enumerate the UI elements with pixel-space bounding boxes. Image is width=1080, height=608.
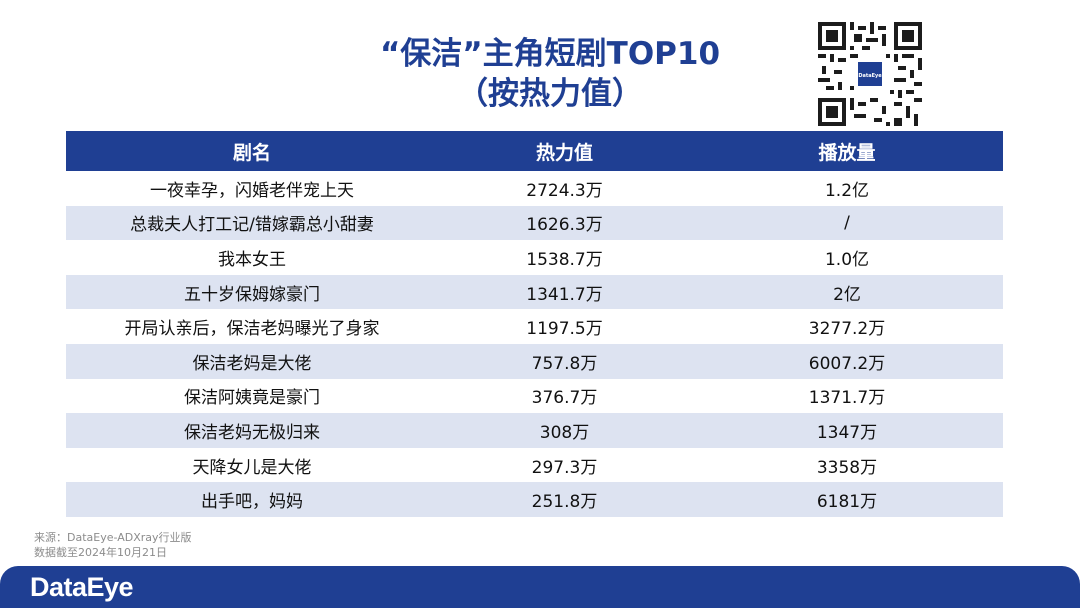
title-line-2: （按热力值） [457,76,643,112]
header-drama-name: 剧名 [66,131,438,171]
cell-heat-value: 757.8万 [438,343,691,379]
source-line: 来源：DataEye-ADXray行业版 [34,531,192,544]
cell-heat-value: 2724.3万 [438,171,691,206]
cell-play-count: 3277.2万 [691,309,1003,344]
source-note: 来源：DataEye-ADXray行业版 数据截至2024年10月21日 [34,530,192,560]
cell-heat-value: 251.8万 [438,482,691,517]
cell-play-count: 1371.7万 [691,378,1003,414]
cell-drama-name: 保洁老妈是大佬 [66,343,438,379]
cell-heat-value: 1341.7万 [438,274,691,310]
cell-drama-name: 保洁老妈无极归来 [66,413,438,448]
cell-play-count: / [691,205,1003,241]
cell-play-count: 1.0亿 [691,240,1003,275]
cell-play-count: 6181万 [691,482,1003,517]
dataeye-logo: DataEye [30,572,134,602]
header-play-count: 播放量 [691,131,1003,171]
cell-play-count: 2亿 [691,274,1003,310]
table-row: 天降女儿是大佬 297.3万 3358万 [66,447,1003,483]
table-row: 总裁夫人打工记/错嫁霸总小甜妻 1626.3万 / [66,205,1003,241]
cell-drama-name: 天降女儿是大佬 [66,447,438,483]
table-row: 开局认亲后，保洁老妈曝光了身家 1197.5万 3277.2万 [66,309,1003,344]
cell-drama-name: 开局认亲后，保洁老妈曝光了身家 [66,309,438,344]
table-row: 一夜幸孕，闪婚老伴宠上天 2724.3万 1.2亿 [66,171,1003,206]
cell-heat-value: 376.7万 [438,378,691,414]
header-heat-value: 热力值 [438,131,691,171]
cell-drama-name: 出手吧，妈妈 [66,482,438,517]
table-row: 保洁阿姨竟是豪门 376.7万 1371.7万 [66,378,1003,414]
qr-code-image: DataEye [818,22,922,126]
page-title: “保洁”主角短剧TOP10 （按热力值） [300,34,800,114]
title-line-1: “保洁”主角短剧TOP10 [379,36,721,72]
cell-heat-value: 308万 [438,413,691,448]
qr-badge-logo: DataEye [856,60,884,88]
cell-play-count: 1.2亿 [691,171,1003,206]
cell-heat-value: 1197.5万 [438,309,691,344]
cell-drama-name: 总裁夫人打工记/错嫁霸总小甜妻 [66,205,438,241]
table-row: 保洁老妈无极归来 308万 1347万 [66,413,1003,448]
cell-play-count: 3358万 [691,447,1003,483]
table-header-row: 剧名 热力值 播放量 [66,131,1003,171]
cell-drama-name: 一夜幸孕，闪婚老伴宠上天 [66,171,438,206]
table-row: 保洁老妈是大佬 757.8万 6007.2万 [66,343,1003,379]
ranking-table: 剧名 热力值 播放量 一夜幸孕，闪婚老伴宠上天 2724.3万 1.2亿 总裁夫… [66,131,1003,517]
table-row: 出手吧，妈妈 251.8万 6181万 [66,482,1003,517]
cell-drama-name: 保洁阿姨竟是豪门 [66,378,438,414]
cell-play-count: 1347万 [691,413,1003,448]
cell-heat-value: 1538.7万 [438,240,691,275]
table-row: 我本女王 1538.7万 1.0亿 [66,240,1003,275]
cell-drama-name: 我本女王 [66,240,438,275]
cell-play-count: 6007.2万 [691,343,1003,379]
cell-heat-value: 1626.3万 [438,205,691,241]
table-row: 五十岁保姆嫁豪门 1341.7万 2亿 [66,274,1003,310]
data-date-line: 数据截至2024年10月21日 [34,546,167,559]
footer-bar: DataEye [0,566,1080,608]
cell-heat-value: 297.3万 [438,447,691,483]
cell-drama-name: 五十岁保姆嫁豪门 [66,274,438,310]
